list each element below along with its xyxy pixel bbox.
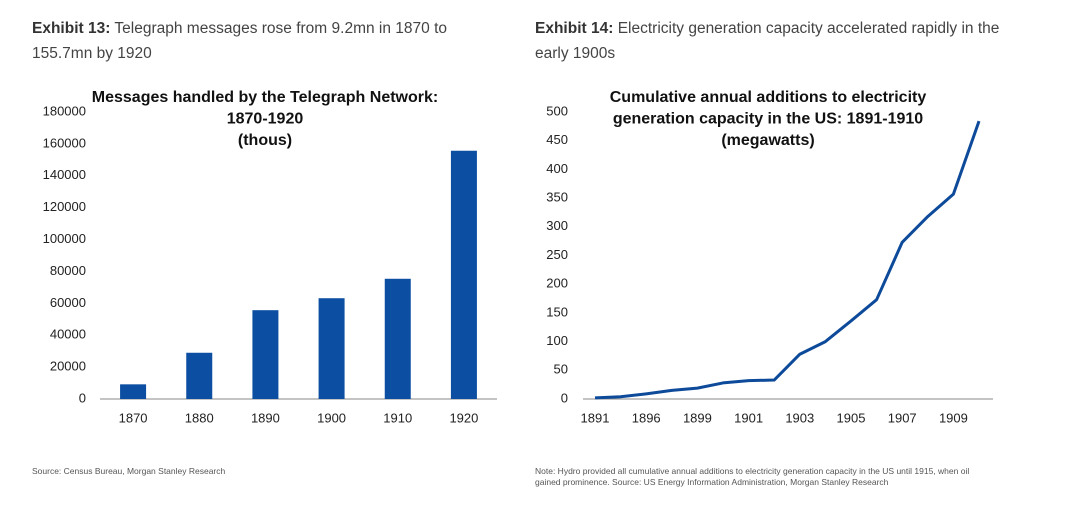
y-tick-label: 40000 bbox=[50, 327, 86, 342]
y-tick-label: 50 bbox=[554, 362, 568, 377]
x-tick-label: 1903 bbox=[785, 410, 814, 425]
bar bbox=[252, 310, 279, 399]
x-tick-label: 1905 bbox=[837, 410, 866, 425]
y-tick-label: 150 bbox=[546, 304, 568, 319]
chart-title: Messages handled by the Telegraph Networ… bbox=[92, 89, 438, 106]
bar bbox=[450, 150, 477, 399]
x-tick-label: 1907 bbox=[888, 410, 917, 425]
y-tick-label: 180000 bbox=[43, 103, 86, 118]
y-tick-label: 400 bbox=[546, 161, 568, 176]
y-tick-label: 450 bbox=[546, 132, 568, 147]
y-tick-label: 100 bbox=[546, 333, 568, 348]
chart: Messages handled by the Telegraph Networ… bbox=[43, 89, 497, 425]
y-tick-label: 120000 bbox=[43, 199, 86, 214]
chart-title: 1870-1920 bbox=[227, 111, 304, 128]
caption-text: Telegraph messages rose from 9.2mn in 18… bbox=[32, 20, 447, 62]
y-tick-label: 200 bbox=[546, 276, 568, 291]
bar bbox=[318, 298, 345, 399]
x-tick-label: 1890 bbox=[251, 410, 280, 425]
exhibit-label: Exhibit 13: bbox=[32, 20, 111, 37]
y-tick-label: 140000 bbox=[43, 167, 86, 182]
y-tick-label: 300 bbox=[546, 218, 568, 233]
caption-text: Electricity generation capacity accelera… bbox=[535, 20, 1000, 62]
x-tick-label: 1910 bbox=[383, 410, 412, 425]
caption: Exhibit 14: Electricity generation capac… bbox=[535, 16, 1005, 66]
chart-title: (thous) bbox=[238, 132, 292, 149]
x-tick-label: 1899 bbox=[683, 410, 712, 425]
bar bbox=[384, 278, 411, 399]
y-tick-label: 100000 bbox=[43, 231, 86, 246]
x-tick-label: 1920 bbox=[449, 410, 478, 425]
x-tick-label: 1891 bbox=[581, 410, 610, 425]
source: Note: Hydro provided all cumulative annu… bbox=[535, 466, 970, 487]
x-tick-label: 1896 bbox=[632, 410, 661, 425]
y-tick-label: 0 bbox=[79, 390, 86, 405]
bar bbox=[120, 384, 147, 399]
y-tick-label: 350 bbox=[546, 190, 568, 205]
x-tick-label: 1901 bbox=[734, 410, 763, 425]
chart-title: Cumulative annual additions to electrici… bbox=[610, 89, 927, 106]
y-tick-label: 80000 bbox=[50, 263, 86, 278]
y-tick-label: 500 bbox=[546, 103, 568, 118]
chart-title: generation capacity in the US: 1891-1910 bbox=[613, 111, 923, 128]
x-tick-label: 1870 bbox=[119, 410, 148, 425]
y-tick-label: 0 bbox=[561, 390, 568, 405]
y-tick-label: 250 bbox=[546, 247, 568, 262]
exhibit-label: Exhibit 14: bbox=[535, 20, 614, 37]
y-tick-label: 60000 bbox=[50, 295, 86, 310]
line bbox=[594, 120, 981, 400]
chart: Cumulative annual additions to electrici… bbox=[546, 89, 993, 425]
x-tick-label: 1880 bbox=[185, 410, 214, 425]
caption: Exhibit 13: Telegraph messages rose from… bbox=[32, 16, 482, 66]
source: Source: Census Bureau, Morgan Stanley Re… bbox=[32, 466, 226, 476]
x-tick-label: 1900 bbox=[317, 410, 346, 425]
y-tick-label: 20000 bbox=[50, 359, 86, 374]
x-tick-label: 1909 bbox=[939, 410, 968, 425]
bar bbox=[186, 352, 213, 399]
y-tick-label: 160000 bbox=[43, 135, 86, 150]
chart-title: (megawatts) bbox=[721, 132, 814, 149]
